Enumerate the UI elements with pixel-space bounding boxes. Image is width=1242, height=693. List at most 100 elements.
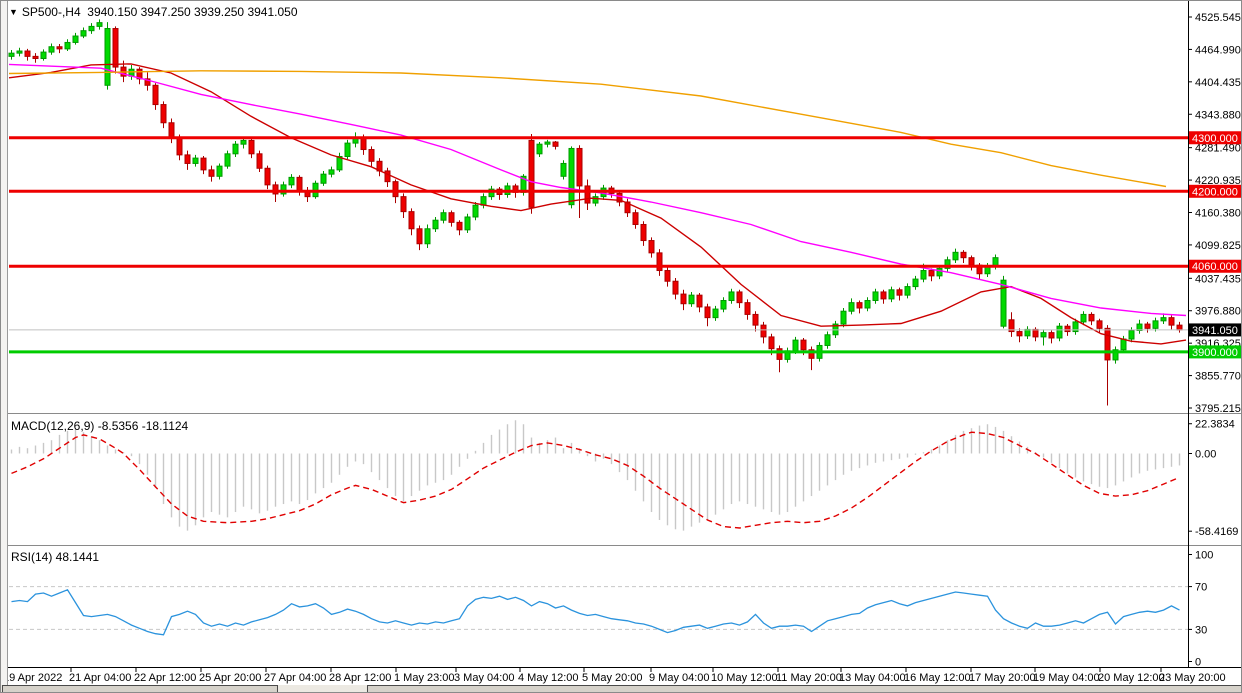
candle-body (840, 310, 847, 325)
hline-price-label: 4060.000 (1192, 261, 1238, 273)
candle-body (952, 251, 959, 261)
price-axis-tick-label: 4220.935 (1195, 175, 1241, 187)
candle-body (736, 291, 743, 304)
candle-body (416, 228, 423, 245)
candle-body (200, 157, 207, 171)
candle-body (216, 165, 223, 177)
price-axis-tick-label: 3855.770 (1195, 371, 1241, 383)
candle-body (752, 313, 759, 326)
candle-body (256, 153, 263, 169)
candle-body (368, 149, 375, 162)
candle-body (704, 306, 711, 319)
candle-body (672, 280, 679, 295)
candle-body (872, 291, 879, 302)
candle-body (1168, 317, 1175, 326)
candle-body (336, 155, 343, 171)
candle-body (432, 219, 439, 230)
candle-body (832, 323, 839, 336)
candle-body (472, 204, 479, 218)
candle-body (824, 334, 831, 346)
candle-body (904, 286, 911, 296)
candle-body (1088, 313, 1095, 322)
candle-body (224, 153, 231, 167)
candle-body (264, 167, 271, 186)
time-axis-label: 19 May 04:00 (1033, 672, 1100, 684)
candle-body (208, 169, 215, 177)
candle-body (568, 147, 575, 206)
price-axis-tick-label: 4037.435 (1195, 273, 1241, 285)
time-axis-label: 17 May 20:00 (969, 672, 1036, 684)
candle-body (360, 137, 367, 151)
candle-body (392, 181, 399, 198)
time-axis-label: 27 Apr 04:00 (264, 672, 326, 684)
price-axis-tick-label: 3976.880 (1195, 306, 1241, 318)
candle-body (88, 25, 95, 32)
candle-body (856, 302, 863, 309)
time-axis-label: 1 May 23:00 (394, 672, 455, 684)
time-axis-label: 5 May 20:00 (582, 672, 643, 684)
rsi-axis-tick-label: 100 (1195, 550, 1213, 562)
candle-body (592, 196, 599, 204)
candle-body (808, 349, 815, 359)
candle-body (664, 270, 671, 282)
candle-body (456, 221, 463, 231)
time-axis-label: 25 Apr 20:00 (199, 672, 261, 684)
candle-body (744, 302, 751, 315)
candle-body (440, 212, 447, 221)
candle-body (1032, 328, 1039, 338)
candle-body (696, 294, 703, 308)
candle-body (1048, 332, 1055, 339)
scrollbar-thumb-left[interactable] (2, 685, 278, 692)
candle-body (8, 52, 15, 57)
rsi-axis-tick-label: 70 (1195, 582, 1207, 594)
horizontal-scrollbar[interactable] (1, 685, 1241, 692)
price-axis-tick-label: 4525.545 (1195, 12, 1241, 24)
time-axis-label: 20 May 12:00 (1098, 672, 1165, 684)
symbol-dropdown-icon[interactable]: ▼ (9, 7, 18, 17)
candle-body (72, 35, 79, 43)
candle-body (1000, 279, 1007, 327)
candle-body (488, 188, 495, 198)
candle-body (1112, 349, 1119, 361)
candle-body (320, 173, 327, 184)
current-price-label-bg (1189, 323, 1241, 337)
candle-body (864, 300, 871, 309)
candle-body (1024, 328, 1031, 337)
candle-body (888, 289, 895, 300)
candle-body (792, 339, 799, 352)
candle-body (464, 216, 471, 231)
candle-body (688, 294, 695, 305)
candle-body (1160, 317, 1167, 322)
candle-body (720, 300, 727, 310)
chart-title-bar[interactable]: ▼ SP500-,H4 3940.150 3947.250 3939.250 39… (9, 5, 298, 19)
time-axis-label: 22 Apr 12:00 (134, 672, 196, 684)
candle-body (680, 293, 687, 305)
candle-body (400, 196, 407, 213)
candle-body (936, 267, 943, 277)
price-axis-tick-label: 4099.825 (1195, 240, 1241, 252)
time-axis-label: 23 May 20:00 (1159, 672, 1226, 684)
candle-body (288, 176, 295, 186)
candle-body (1064, 325, 1071, 333)
candle-body (800, 339, 807, 351)
candle-body (656, 252, 663, 272)
ma-mid-magenta-line (8, 63, 1187, 317)
candle-body (240, 139, 247, 145)
time-axis-label: 10 May 12:00 (711, 672, 778, 684)
candle-body (544, 141, 551, 145)
candle-body (232, 143, 239, 155)
candle-body (776, 348, 783, 360)
ma-fast-red-line (8, 63, 1187, 345)
current-price-label: 3941.050 (1192, 325, 1238, 337)
candle-body (912, 278, 919, 288)
candle-body (648, 240, 655, 254)
macd-signal-line (11, 431, 1180, 529)
candle-body (920, 270, 927, 280)
candle-body (632, 212, 639, 225)
scrollbar-thumb-right[interactable] (367, 685, 1241, 692)
hline-price-label: 4300.000 (1192, 133, 1238, 145)
candle-body (112, 28, 119, 68)
candle-body (1016, 331, 1023, 337)
